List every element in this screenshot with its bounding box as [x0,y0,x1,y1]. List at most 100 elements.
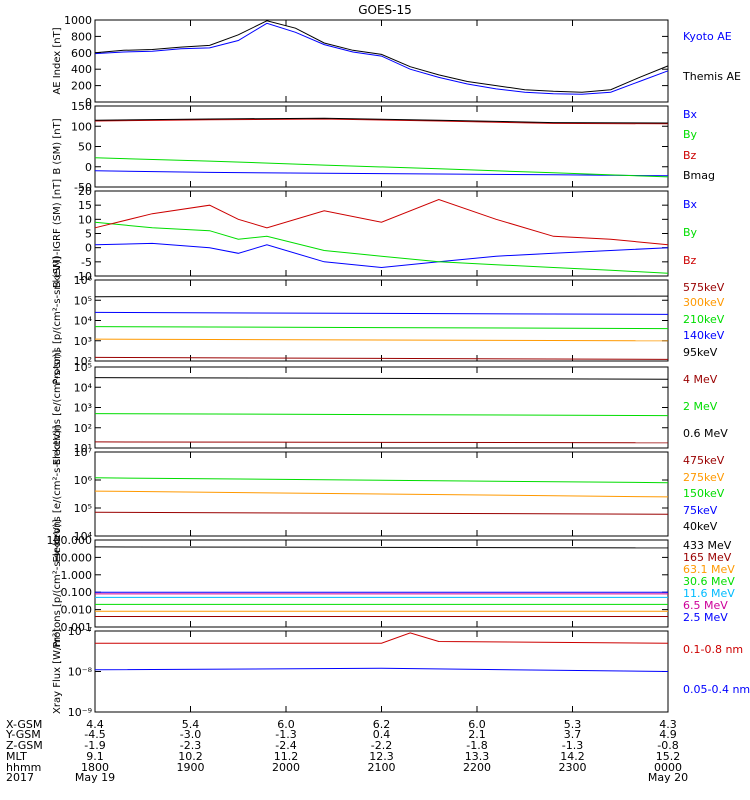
y-axis-label: Electrons [e/(cm²-s-sr)] [52,350,63,466]
series-line [94,242,669,269]
series-line [94,117,669,124]
y-tick-label: -50 [74,181,92,194]
bottom-axis: X-GSM 4.4 5.4 6.0 6.2 6.0 5.3 4.3Y-GSM -4.5 -3.0-… [5,718,688,784]
legend-entry: 0.1-0.8 nm [683,643,743,656]
legend-entry: 300keV [683,296,725,309]
panel-frame [94,190,669,277]
date-start: May 19 [75,771,115,784]
row-value: 2100 [368,761,396,774]
series-line [94,221,669,274]
y-axis-label: Electrons [e/(cm²-s-sr-keV)] [52,425,63,562]
row-value: 1900 [177,761,205,774]
panel-6: 10⁴ 10⁵ 10⁶ 10⁷ Electrons [e/(cm²-s-sr-keV)]… [52,425,725,562]
row-label: hhmm [6,761,41,774]
row-value: -2.4 [275,739,296,752]
y-tick-label: 1.000 [61,569,93,582]
y-axis-label: Xray Flux [W/m²] [52,629,63,714]
y-tick-label: 0.010 [61,604,93,617]
y-tick-label: 5 [85,228,92,241]
series-line [94,477,669,484]
y-tick-label: 10¹ [74,442,92,455]
row-value: 15.2 [656,750,681,763]
panel-frame [94,19,669,103]
row-value: -2.2 [371,739,392,752]
legend-entry: Themis AE [682,70,741,83]
legend-entry: 11.6 MeV [683,587,735,600]
series-line [94,295,669,298]
y-tick-label: 10 [78,213,92,226]
legend-entry: 275keV [683,471,725,484]
legend-entry: 210keV [683,313,725,326]
legend-entry: 30.6 MeV [683,575,735,588]
row-value: -4.5 [84,728,105,741]
row-value: 10.2 [178,750,203,763]
row-value: 11.2 [274,750,299,763]
row-value: 2200 [463,761,491,774]
legend-entry: 75keV [683,504,718,517]
plot-title: GOES-15 [358,3,412,17]
legend-entry: Bz [683,254,697,267]
series-line [94,511,669,515]
row-value: 4.3 [659,718,677,731]
row-label: Y-GSM [5,728,41,741]
legend-entry: 2 MeV [683,400,718,413]
row-value: 3.7 [564,728,582,741]
row-value: -1.3 [562,739,583,752]
series-line [94,490,669,498]
row-value: 6.2 [373,718,391,731]
series-line [94,118,669,125]
panel-2: -50 0 50 100 150 B (SM) [nT] Bx By Bz Bmag [52,100,715,194]
row-value: 12.3 [369,750,394,763]
series-line [94,377,669,380]
legend-entry: 475keV [683,454,725,467]
row-value: 5.3 [564,718,582,731]
row-value: 13.3 [465,750,490,763]
y-tick-label: 10.000 [54,551,93,564]
row-value: 5.4 [182,718,200,731]
date-end: May 20 [648,771,688,784]
y-axis-label: B (SM)-IGRF (SM) [nT] [52,179,63,288]
y-tick-label: 10² [74,355,92,368]
y-tick-label: 800 [71,30,92,43]
row-value: 6.0 [277,718,295,731]
y-tick-label: 10⁵ [74,294,92,307]
y-tick-label: -10 [74,270,92,283]
y-tick-label: 10⁶ [74,474,93,487]
y-tick-label: 10³ [74,402,92,415]
panel-4: 10² 10³ 10⁴ 10⁵ 10⁶ Protons [p/(cm²-s-sr-keV)… [52,256,725,384]
series-line [94,441,669,444]
y-tick-label: 10⁻⁸ [68,666,93,679]
year-label: 2017 [6,771,34,784]
row-value: -3.0 [180,728,201,741]
legend-entry: Bmag [683,169,715,182]
row-value: 4.9 [659,728,677,741]
y-axis-label: Protons [p/(cm²-s-sr-keV)] [52,256,63,384]
y-tick-label: 20 [78,185,92,198]
row-value: 0000 [654,761,682,774]
panel-frame [94,279,669,362]
y-tick-label: 10⁶ [74,274,93,287]
legend-entry: By [683,226,698,239]
row-value: 4.4 [86,718,104,731]
legend-entry: 140keV [683,329,725,342]
y-tick-label: 1000 [64,14,92,27]
y-tick-label: 0.100 [61,586,93,599]
y-tick-label: 10⁴ [74,530,93,543]
legend-entry: 40keV [683,520,718,533]
y-tick-label: 10³ [74,335,92,348]
y-tick-label: 150 [71,100,92,113]
legend-entry: 165 MeV [683,551,732,564]
series-line [94,413,669,417]
row-value: 6.0 [468,718,486,731]
legend-entry: Kyoto AE [683,30,732,43]
legend-entry: 433 MeV [683,539,732,552]
legend-entry: 95keV [683,346,718,359]
legend-entry: 63.1 MeV [683,563,735,576]
series-line [94,356,669,360]
y-tick-label: 10⁵ [74,361,92,374]
legend-entry: By [683,128,698,141]
row-value: 9.1 [86,750,104,763]
legend-entry: 0.05-0.4 nm [683,683,750,696]
